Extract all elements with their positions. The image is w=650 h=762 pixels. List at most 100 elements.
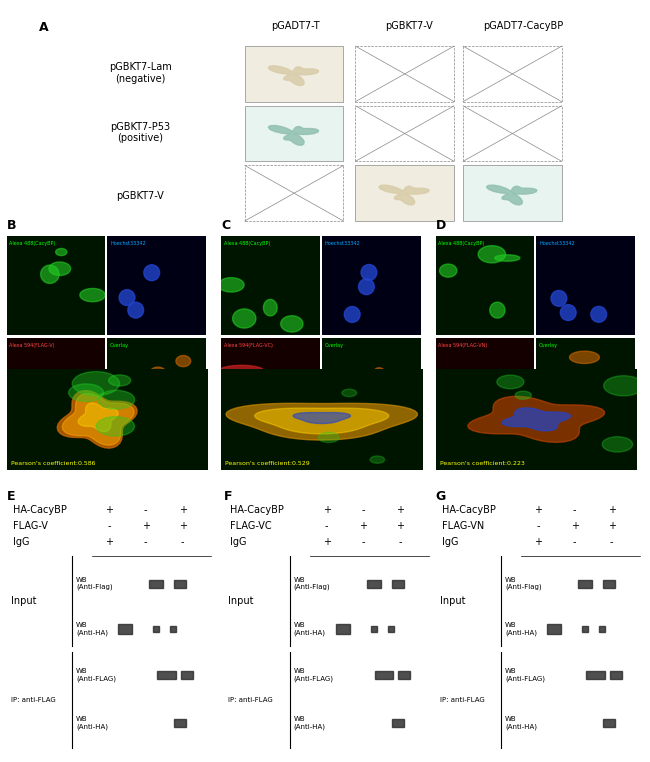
Text: -: - [181, 537, 185, 547]
Polygon shape [490, 303, 505, 318]
Text: WB
(Anti-HA): WB (Anti-HA) [505, 716, 537, 730]
Polygon shape [80, 289, 105, 302]
Circle shape [602, 437, 632, 452]
Text: +: + [179, 521, 187, 531]
Polygon shape [468, 396, 604, 443]
Circle shape [342, 389, 357, 397]
Text: -: - [398, 537, 402, 547]
Polygon shape [78, 403, 118, 432]
Text: +: + [534, 505, 542, 515]
Polygon shape [226, 403, 417, 440]
Text: Pearson's coefficient:0.529: Pearson's coefficient:0.529 [225, 461, 310, 466]
Text: +: + [608, 505, 616, 515]
Text: Hoechst33342: Hoechst33342 [325, 242, 360, 246]
Polygon shape [547, 624, 561, 634]
Text: -: - [325, 521, 328, 531]
Text: +: + [142, 521, 150, 531]
Polygon shape [610, 671, 621, 679]
Text: Pearson's coefficient:0.223: Pearson's coefficient:0.223 [439, 461, 525, 466]
Text: A: A [38, 21, 48, 34]
Polygon shape [478, 245, 506, 263]
Text: WB
(Anti-Flag): WB (Anti-Flag) [505, 577, 541, 591]
Text: -: - [536, 521, 540, 531]
Polygon shape [502, 408, 571, 431]
Polygon shape [170, 626, 176, 632]
Text: +: + [571, 521, 578, 531]
Text: IP: anti-FLAG: IP: anti-FLAG [439, 696, 484, 703]
Text: IgG: IgG [230, 537, 247, 547]
Polygon shape [293, 412, 350, 424]
Polygon shape [374, 671, 393, 679]
Text: Input: Input [439, 596, 465, 606]
Text: Pearson's coefficient:0.586: Pearson's coefficient:0.586 [10, 461, 95, 466]
Text: -: - [362, 505, 365, 515]
Text: WB
(Anti-FLAG): WB (Anti-FLAG) [505, 668, 545, 682]
Circle shape [361, 264, 377, 280]
Text: -: - [362, 537, 365, 547]
Text: C: C [221, 219, 230, 232]
Text: WB
(Anti-HA): WB (Anti-HA) [505, 623, 537, 636]
Polygon shape [392, 719, 404, 727]
Text: Alexa 594(FLAG-VC): Alexa 594(FLAG-VC) [224, 344, 273, 348]
Polygon shape [235, 370, 262, 388]
Polygon shape [450, 378, 482, 400]
Polygon shape [387, 626, 394, 632]
Text: Alexa 488(CacyBP): Alexa 488(CacyBP) [224, 242, 270, 246]
Polygon shape [373, 368, 385, 380]
Polygon shape [582, 626, 588, 632]
Text: HA-CacyBP: HA-CacyBP [12, 505, 66, 515]
Text: -: - [610, 537, 614, 547]
Text: WB
(Anti-HA): WB (Anti-HA) [294, 716, 326, 730]
Text: D: D [436, 219, 446, 232]
Text: G: G [436, 491, 446, 504]
Text: WB
(Anti-HA): WB (Anti-HA) [76, 716, 108, 730]
Circle shape [72, 372, 120, 395]
Text: WB
(Anti-FLAG): WB (Anti-FLAG) [76, 668, 116, 682]
Circle shape [515, 391, 531, 399]
Text: Alexa 488(CacyBP): Alexa 488(CacyBP) [439, 242, 485, 246]
Text: +: + [322, 537, 331, 547]
Polygon shape [554, 370, 571, 384]
Polygon shape [157, 671, 176, 679]
Text: IgG: IgG [441, 537, 458, 547]
Polygon shape [153, 626, 159, 632]
Text: WB
(Anti-HA): WB (Anti-HA) [76, 623, 108, 636]
Polygon shape [56, 248, 67, 255]
Polygon shape [268, 66, 318, 85]
Text: -: - [573, 505, 577, 515]
Text: HA-CacyBP: HA-CacyBP [230, 505, 284, 515]
Polygon shape [336, 624, 350, 634]
Text: Overlay: Overlay [540, 344, 558, 348]
Text: +: + [396, 521, 404, 531]
Polygon shape [603, 719, 615, 727]
FancyBboxPatch shape [356, 165, 454, 221]
Polygon shape [62, 393, 134, 445]
Polygon shape [578, 580, 592, 588]
Circle shape [119, 290, 135, 306]
Polygon shape [174, 580, 186, 588]
Polygon shape [41, 265, 59, 283]
Circle shape [359, 279, 374, 295]
Bar [142, 378, 172, 413]
Polygon shape [263, 299, 277, 316]
Polygon shape [586, 671, 604, 679]
Text: FLAG-V: FLAG-V [12, 521, 47, 531]
Text: pGADT7-T: pGADT7-T [271, 21, 320, 31]
FancyBboxPatch shape [356, 46, 454, 101]
Text: -: - [144, 505, 148, 515]
Text: Input: Input [228, 596, 254, 606]
Text: FLAG-VN: FLAG-VN [441, 521, 484, 531]
Text: Overlay: Overlay [325, 344, 344, 348]
Text: WB
(Anti-Flag): WB (Anti-Flag) [294, 577, 330, 591]
Polygon shape [233, 309, 256, 328]
Polygon shape [599, 626, 605, 632]
Polygon shape [114, 387, 127, 402]
Polygon shape [450, 385, 478, 405]
Bar [571, 378, 601, 413]
Circle shape [128, 303, 144, 318]
Text: +: + [105, 537, 113, 547]
Text: FLAG-VC: FLAG-VC [230, 521, 272, 531]
Polygon shape [603, 580, 615, 588]
Text: IgG: IgG [12, 537, 29, 547]
Text: Alexa 594(FLAG-V): Alexa 594(FLAG-V) [10, 344, 55, 348]
